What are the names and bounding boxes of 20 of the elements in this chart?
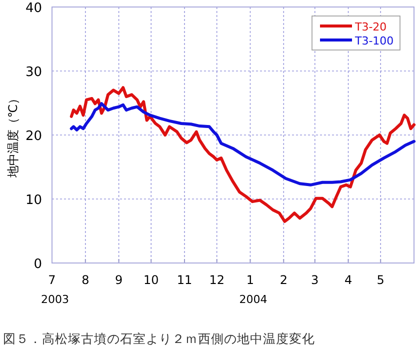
legend-label: T3-100 — [354, 34, 394, 48]
x-tick-label: 4 — [344, 273, 352, 287]
legend-label: T3-20 — [354, 20, 387, 34]
y-tick-label: 20 — [25, 129, 42, 144]
x-tick-label: 2 — [280, 273, 288, 287]
y-axis-title: 地中温度（℃） — [6, 92, 20, 179]
x-tick-label: 1 2004 — [239, 273, 268, 306]
x-tick-label: 7 2003 — [41, 273, 69, 306]
x-tick-label: 12 — [209, 273, 224, 287]
x-tick-label: 11 — [176, 273, 192, 287]
x-tick-label: 8 — [82, 273, 90, 287]
y-tick-label: 40 — [25, 1, 42, 16]
x-tick-label: 9 — [114, 273, 123, 287]
x-tick-label: 3 — [311, 273, 319, 287]
y-tick-label: 0 — [34, 257, 42, 272]
y-tick-label: 30 — [25, 65, 42, 80]
y-tick-label: 10 — [25, 193, 42, 208]
caption: 図５．高松塚古墳の石室より２ｍ西側の地中温度変化 — [3, 331, 315, 346]
x-tick-label: 10 — [143, 273, 159, 287]
x-tick-label: 5 — [376, 273, 384, 287]
